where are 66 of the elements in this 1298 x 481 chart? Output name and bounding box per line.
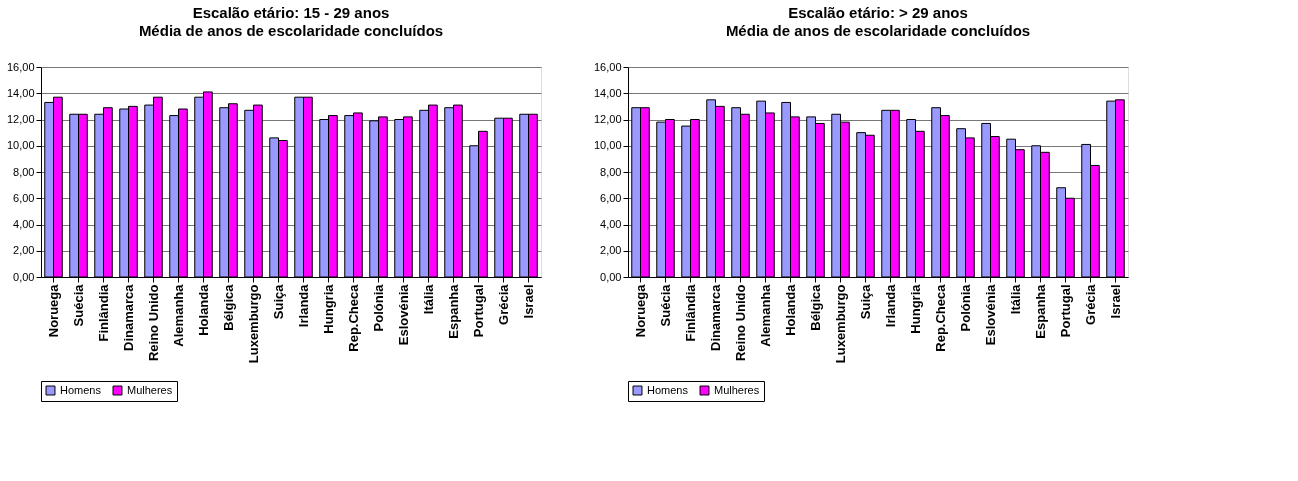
x-tick-label: Bélgica xyxy=(807,283,823,331)
chart-subtitle: Média de anos de escolaridade concluídos xyxy=(138,22,444,39)
x-tick-label: Noruega xyxy=(45,283,61,338)
x-tick-label: Itália xyxy=(1007,283,1023,315)
x-tick-label: Noruega xyxy=(632,283,648,338)
x-tick-label: Holanda xyxy=(195,283,211,336)
x-tick-label: Finlândia xyxy=(682,283,698,342)
x-tick-label: Portugal xyxy=(470,284,486,338)
y-tick-label: 16,00 xyxy=(593,60,622,73)
y-tick-label: 14,00 xyxy=(6,86,35,99)
x-tick-label: Finlândia xyxy=(95,283,111,342)
x-tick-label: Irlanda xyxy=(295,283,311,328)
x-tick-label: Rep.Checa xyxy=(345,283,361,352)
x-tick-label: Eslovénia xyxy=(395,283,411,346)
y-tick-label: 2,00 xyxy=(600,244,622,257)
x-tick-label: Holanda xyxy=(782,283,798,336)
x-tick-label: Israel xyxy=(1107,284,1123,319)
x-tick-label: Grécia xyxy=(495,283,511,325)
y-tick-label: 12,00 xyxy=(6,113,35,125)
y-tick-label: 6,00 xyxy=(13,191,35,204)
x-tick-label: Alemanha xyxy=(170,283,186,347)
x-tick-label: Espanha xyxy=(445,283,461,339)
x-tick-label: Portugal xyxy=(1057,284,1073,338)
y-tick-label: 4,00 xyxy=(600,218,622,230)
legend-label: Homens xyxy=(647,383,689,396)
y-tick-label: 0,00 xyxy=(13,270,35,283)
x-tick-label: Espanha xyxy=(1032,283,1048,339)
y-tick-label: 8,00 xyxy=(13,165,35,178)
x-tick-label: Israel xyxy=(520,284,536,319)
y-tick-label: 10,00 xyxy=(6,139,35,152)
legend-label: Mulheres xyxy=(714,383,760,396)
x-tick-label: Grécia xyxy=(1082,283,1098,325)
x-tick-label: Luxemburgo xyxy=(245,284,261,364)
x-tick-label: Bélgica xyxy=(220,283,236,331)
y-tick-label: 16,00 xyxy=(6,60,35,73)
x-tick-label: Suécia xyxy=(70,283,86,327)
x-tick-label: Suiça xyxy=(857,283,873,320)
x-tick-label: Eslovénia xyxy=(982,283,998,346)
x-tick-label: Dinamarca xyxy=(707,283,723,351)
x-tick-label: Polónia xyxy=(957,283,973,332)
x-tick-label: Suécia xyxy=(657,283,673,327)
y-tick-label: 4,00 xyxy=(13,218,35,230)
x-tick-label: Hungria xyxy=(907,283,923,334)
x-tick-label: Reino Unido xyxy=(145,284,161,362)
chart-title: Escalão etário: 15 - 29 anos xyxy=(192,4,390,21)
y-tick-label: 12,00 xyxy=(593,113,622,125)
chart-subtitle: Média de anos de escolaridade concluídos xyxy=(725,22,1031,39)
x-tick-label: Suiça xyxy=(270,283,286,320)
x-tick-label: Irlanda xyxy=(882,283,898,328)
x-tick-label: Dinamarca xyxy=(120,283,136,351)
y-tick-label: 0,00 xyxy=(600,270,622,283)
y-tick-label: 14,00 xyxy=(593,86,622,99)
x-tick-label: Reino Unido xyxy=(732,284,748,362)
x-tick-label: Luxemburgo xyxy=(832,284,848,364)
x-tick-label: Polónia xyxy=(370,283,386,332)
x-tick-label: Rep.Checa xyxy=(932,283,948,352)
y-tick-label: 6,00 xyxy=(600,191,622,204)
y-tick-label: 2,00 xyxy=(13,244,35,257)
y-tick-label: 10,00 xyxy=(593,139,622,152)
x-tick-label: Itália xyxy=(420,283,436,315)
chart-title: Escalão etário: > 29 anos xyxy=(788,4,968,21)
x-tick-label: Hungria xyxy=(320,283,336,334)
legend-label: Homens xyxy=(60,383,102,396)
y-tick-label: 8,00 xyxy=(600,165,622,178)
legend-label: Mulheres xyxy=(127,383,173,396)
x-tick-label: Alemanha xyxy=(757,283,773,347)
